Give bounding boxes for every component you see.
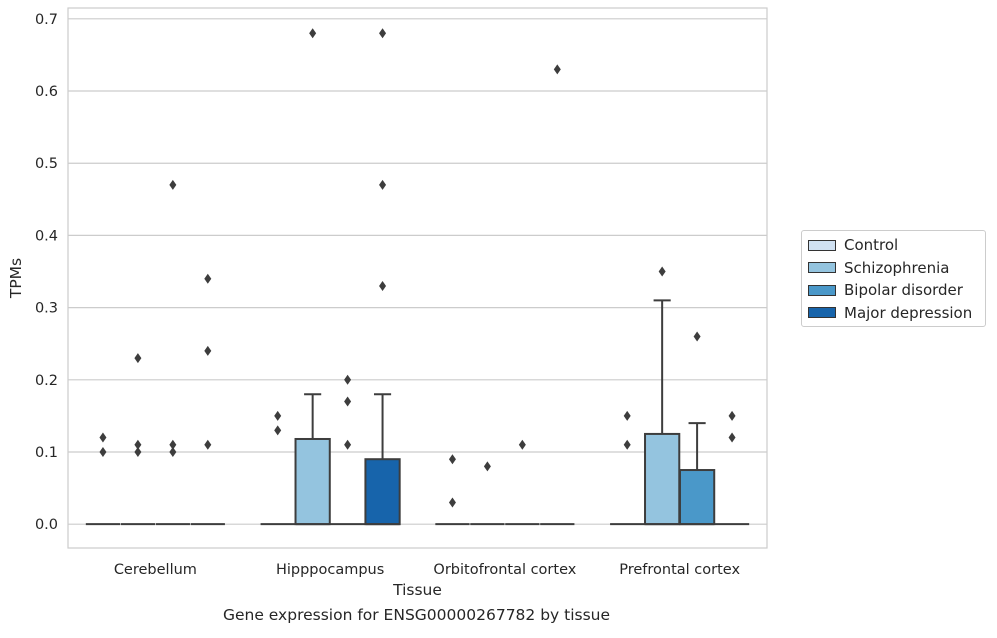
outlier-point	[344, 439, 352, 450]
outlier-point	[379, 28, 387, 39]
outlier-point	[379, 179, 387, 190]
legend-item: Control	[802, 234, 985, 257]
x-tick-label: Prefrontal cortex	[619, 562, 740, 578]
y-tick-label: 0.4	[35, 228, 58, 244]
outlier-point	[134, 446, 142, 457]
box-control	[260, 410, 295, 526]
plot-frame	[67, 7, 768, 549]
outlier-point	[169, 439, 177, 450]
outlier-point	[134, 439, 142, 450]
outlier-point	[518, 439, 526, 450]
box-schizophrenia	[120, 353, 156, 526]
box-major-depression	[714, 410, 750, 526]
box-major-depression	[540, 64, 575, 526]
y-tick-label: 0.1	[35, 445, 58, 461]
outlier-point	[169, 446, 177, 457]
legend-swatch	[808, 262, 836, 274]
box-major-depression	[190, 273, 225, 526]
outlier-point	[623, 410, 631, 421]
outlier-point	[553, 64, 561, 75]
outlier-point	[274, 410, 282, 421]
box-iqr	[294, 437, 331, 526]
grid-layer	[68, 18, 767, 525]
box-bipolar-disorder	[155, 179, 190, 526]
box-control	[85, 432, 121, 526]
outlier-point	[204, 345, 212, 356]
legend-label: Schizophrenia	[844, 258, 950, 277]
y-tick-label: 0.0	[35, 517, 58, 533]
y-tick-label: 0.2	[35, 373, 58, 389]
outlier-point	[344, 374, 352, 385]
box-bipolar-disorder	[330, 374, 365, 526]
legend-swatch	[808, 284, 836, 296]
legend-item: Schizophrenia	[802, 257, 985, 280]
box-layer	[85, 28, 750, 526]
legend-item: Major depression	[802, 302, 985, 325]
outlier-point	[309, 28, 317, 39]
outlier-point	[448, 497, 456, 508]
outlier-point	[134, 353, 142, 364]
outlier-point	[99, 446, 107, 457]
box-schizophrenia	[644, 266, 681, 526]
outlier-point	[379, 280, 387, 291]
legend-label: Control	[844, 236, 899, 255]
box-bipolar-disorder	[505, 439, 540, 526]
y-tick-label: 0.6	[35, 84, 58, 100]
outlier-point	[693, 331, 701, 342]
box-iqr	[678, 469, 716, 526]
x-tick-label: Hipppocampus	[276, 562, 384, 578]
legend-label: Major depression	[844, 303, 973, 322]
outlier-point	[658, 266, 666, 277]
outlier-point	[728, 432, 736, 443]
legend-swatch	[808, 239, 836, 251]
y-tick-label: 0.3	[35, 301, 58, 317]
x-tick-label: Orbitofrontal cortex	[433, 562, 576, 578]
outlier-point	[169, 179, 177, 190]
box-schizophrenia	[470, 461, 505, 526]
legend: Control Schizophrenia Bipolar disorder Majo…	[801, 230, 986, 327]
y-tick-label: 0.7	[35, 12, 58, 28]
y-axis-label: TPMs	[7, 258, 25, 299]
legend-item: Bipolar disorder	[802, 279, 985, 302]
outlier-point	[483, 461, 491, 472]
outlier-point	[204, 273, 212, 284]
box-control	[435, 454, 470, 526]
outlier-point	[344, 396, 352, 407]
x-axis-label: Tissue	[392, 581, 442, 599]
figure-caption: Gene expression for ENSG00000267782 by t…	[222, 606, 611, 624]
outlier-point	[623, 439, 631, 450]
box-schizophrenia	[294, 28, 331, 526]
outlier-point	[274, 425, 282, 436]
outlier-point	[99, 432, 107, 443]
box-iqr	[364, 458, 401, 526]
legend-swatch	[808, 307, 836, 319]
box-control	[610, 410, 645, 526]
y-tick-label: 0.5	[35, 156, 58, 172]
outlier-point	[728, 410, 736, 421]
outlier-point	[448, 454, 456, 465]
legend-label: Bipolar disorder	[844, 281, 963, 300]
box-iqr	[644, 432, 681, 526]
outlier-point	[204, 439, 212, 450]
tick-layer: 0.0 0.1 0.2 0.3 0.4 0.5 0.6 0.7 Cerebellum Hipppo…	[35, 12, 741, 578]
box-bipolar-disorder	[678, 331, 716, 526]
x-tick-label: Cerebellum	[114, 562, 197, 578]
box-major-depression	[364, 28, 401, 526]
